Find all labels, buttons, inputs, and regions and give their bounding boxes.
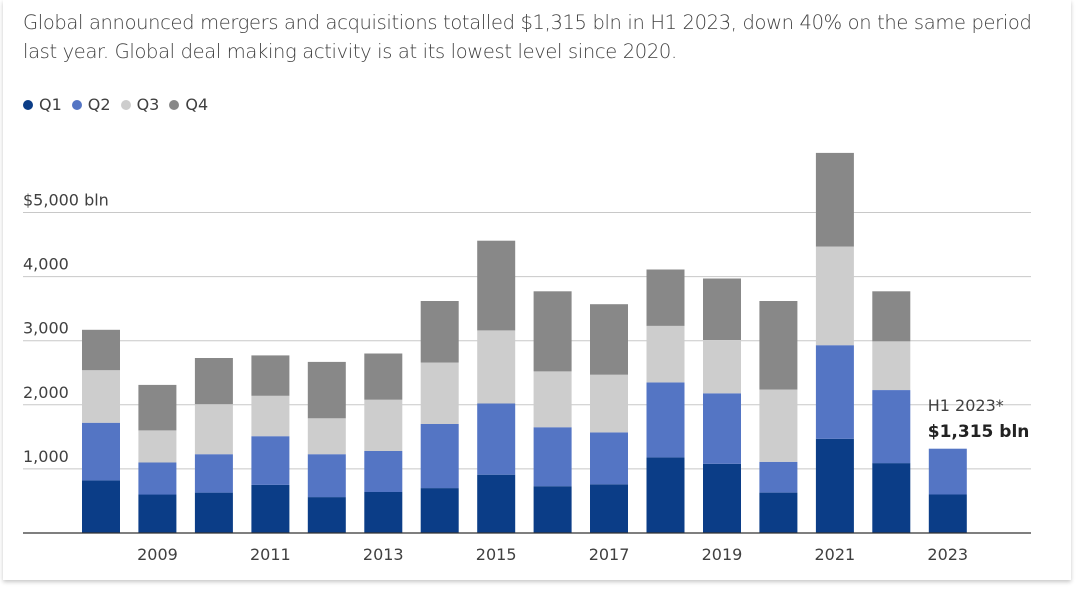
legend-swatch-q4	[169, 99, 180, 110]
bar-segment-2010-q2	[194, 454, 233, 493]
bar-segment-2009-q1	[138, 494, 177, 533]
bar-segment-2010-q4	[194, 358, 233, 405]
bar-segment-2017-q1	[590, 484, 628, 533]
legend-swatch-q1	[23, 99, 33, 110]
bar-segment-2020-q4	[759, 301, 798, 390]
legend-swatch-q3	[120, 99, 131, 110]
bar-segment-2022-q2	[872, 390, 911, 464]
bar-segment-2009-q3	[138, 430, 177, 463]
bar-segment-2020-q3	[759, 389, 798, 462]
bar-segment-2018-q1	[646, 457, 685, 533]
legend-item-q1: Q1	[23, 95, 62, 114]
bar-segment-2014-q2	[420, 424, 459, 489]
bar-segment-2019-q4	[703, 278, 741, 340]
bar-segment-2011-q1	[251, 484, 290, 533]
bar-segment-2013-q1	[364, 492, 403, 533]
bar-segment-2010-q3	[194, 404, 233, 455]
bar-segment-2013-q4	[364, 353, 403, 400]
bar-segment-2017-q3	[590, 374, 628, 433]
bar-segment-2009-q4	[138, 384, 177, 431]
bar-segment-2014-q1	[420, 488, 459, 533]
bar-segment-2012-q1	[307, 497, 346, 533]
gridlines	[23, 212, 1031, 470]
legend-label-q2: Q2	[87, 95, 111, 114]
bar-segment-2012-q4	[307, 361, 346, 419]
x-tick-label: 2015	[476, 545, 517, 564]
bar-segment-2022-q1	[872, 463, 911, 533]
bar-segment-2019-q1	[703, 463, 741, 533]
bar-segment-2018-q2	[646, 382, 685, 458]
bar-segment-2012-q3	[307, 418, 346, 455]
bar-segment-2014-q4	[420, 301, 459, 363]
bar-segment-2009-q2	[138, 462, 177, 495]
annotation-label: H1 2023*	[928, 396, 1004, 415]
bars	[82, 152, 967, 533]
chart-title: Global announced mergers and acquisition…	[23, 11, 1032, 63]
bar-segment-2019-q3	[703, 340, 741, 394]
x-axis-labels: 2009 2011 2013 2015 2017 2019 2021 2023	[137, 545, 968, 564]
bar-segment-2016-q2	[533, 427, 572, 487]
bar-segment-2012-q2	[307, 454, 346, 498]
y-tick-label: 4,000	[23, 255, 69, 274]
bar-segment-2015-q2	[477, 403, 516, 475]
bar-segment-2015-q4	[477, 240, 516, 331]
y-tick-label: 2,000	[23, 383, 69, 402]
bar-segment-2008-q3	[82, 370, 120, 423]
h1-annotation: H1 2023* $1,315 bln	[928, 396, 1030, 442]
x-tick-label: 2019	[702, 545, 743, 564]
x-tick-label: 2023	[927, 545, 968, 564]
bar-segment-2020-q2	[759, 461, 798, 493]
bar-segment-2021-q4	[815, 152, 854, 247]
y-axis-labels: 1,000 2,000 3,000 4,000 $5,000 bln	[23, 191, 109, 466]
bar-segment-2021-q1	[815, 438, 854, 533]
bar-segment-2010-q1	[194, 492, 233, 533]
bar-segment-2022-q3	[872, 341, 911, 390]
bar-segment-2023-q2	[928, 448, 967, 495]
bar-segment-2018-q4	[646, 269, 685, 326]
x-tick-label: 2021	[814, 545, 855, 564]
bar-segment-2013-q2	[364, 451, 403, 492]
bar-segment-2018-q3	[646, 326, 685, 383]
bar-segment-2008-q2	[82, 422, 120, 481]
bar-segment-2014-q3	[420, 362, 459, 424]
chart-legend: Q1 Q2 Q3 Q4	[23, 95, 218, 114]
x-tick-label: 2009	[137, 545, 178, 564]
bar-segment-2008-q1	[82, 480, 120, 533]
bar-segment-2016-q4	[533, 291, 572, 372]
x-tick-label: 2017	[589, 545, 630, 564]
legend-label-q1: Q1	[39, 95, 62, 114]
legend-swatch-q2	[71, 99, 82, 110]
bar-segment-2008-q4	[82, 329, 120, 371]
y-tick-label: 1,000	[23, 447, 69, 466]
bar-segment-2015-q3	[477, 330, 516, 404]
legend-item-q4: Q4	[169, 95, 208, 114]
legend-label-q3: Q3	[136, 95, 160, 114]
bar-segment-2022-q4	[872, 291, 911, 342]
bar-segment-2017-q2	[590, 432, 628, 485]
bar-segment-2021-q3	[815, 246, 854, 346]
y-tick-label: $5,000 bln	[23, 191, 109, 210]
x-tick-label: 2011	[250, 545, 291, 564]
annotation-value: $1,315 bln	[928, 422, 1030, 442]
bar-segment-2013-q3	[364, 399, 403, 451]
bar-segment-2019-q2	[703, 393, 741, 464]
y-tick-label: 3,000	[23, 319, 69, 338]
x-tick-label: 2013	[363, 545, 404, 564]
bar-segment-2016-q1	[533, 486, 572, 533]
bar-segment-2015-q1	[477, 474, 516, 533]
bar-segment-2023-q1	[928, 494, 967, 533]
bar-segment-2011-q3	[251, 395, 290, 437]
bar-segment-2017-q4	[590, 304, 628, 375]
bar-segment-2016-q3	[533, 371, 572, 428]
legend-item-q2: Q2	[71, 95, 111, 114]
legend-label-q4: Q4	[185, 95, 209, 114]
legend-item-q3: Q3	[120, 95, 160, 114]
bar-segment-2011-q2	[251, 436, 290, 485]
bar-segment-2021-q2	[815, 345, 854, 439]
bar-segment-2011-q4	[251, 355, 290, 396]
bar-segment-2020-q1	[759, 492, 798, 533]
